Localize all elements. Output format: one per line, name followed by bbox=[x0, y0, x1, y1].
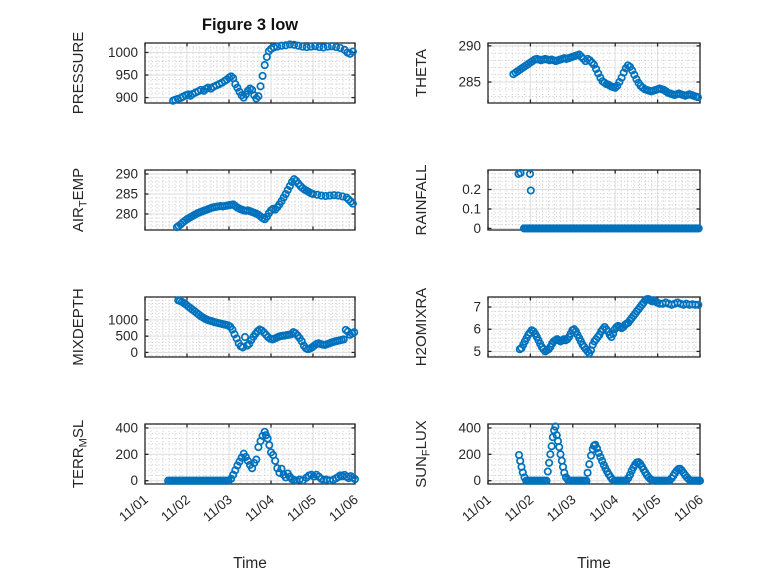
mixdepth-markers bbox=[174, 296, 359, 354]
xtick-label: 11/05 bbox=[284, 492, 319, 525]
pressure-ytick: 950 bbox=[115, 68, 138, 83]
air-temp-ytick: 280 bbox=[115, 207, 138, 222]
figure-title: Figure 3 low bbox=[202, 16, 298, 34]
h2omixra-ytick: 7 bbox=[473, 300, 481, 315]
rainfall-ylabel: RAINFALL bbox=[413, 165, 430, 236]
theta-markers bbox=[509, 50, 702, 102]
charts-root: 900 950 1000 PRESSURE 285 290 THETA 280 285 290 AI… bbox=[70, 32, 706, 572]
rainfall-markers bbox=[514, 168, 703, 233]
terr-msl-ytick: 200 bbox=[115, 447, 138, 462]
pressure-markers bbox=[169, 40, 357, 105]
rainfall-ytick: 0.1 bbox=[462, 201, 481, 216]
sun-flux-ytick: 0 bbox=[473, 473, 481, 488]
sun-flux-ytick: 400 bbox=[458, 420, 481, 435]
terr-msl-ytick: 0 bbox=[130, 473, 138, 488]
pressure-ytick: 1000 bbox=[108, 45, 138, 60]
xtick-label: 11/03 bbox=[200, 492, 235, 525]
subplot-pressure: 900 950 1000 PRESSURE bbox=[70, 32, 357, 115]
h2omixra-ytick: 6 bbox=[473, 322, 481, 337]
sun-flux-ylabel: SUNFLUX bbox=[413, 420, 433, 488]
xtick-label: 11/01 bbox=[459, 492, 494, 525]
subplot-rainfall: 0 0.1 0.2 RAINFALL bbox=[413, 165, 703, 236]
mixdepth-ytick: 0 bbox=[130, 345, 138, 360]
subplot-h2omixra: 5 6 7 H2OMIXRA bbox=[413, 288, 703, 366]
subplot-terr-msl: 0 200 400 TERRMSL 11/01 11/02 11/03 11/04 11/05 1… bbox=[70, 420, 361, 572]
h2omixra-ylabel: H2OMIXRA bbox=[413, 288, 430, 366]
mixdepth-ytick: 500 bbox=[115, 329, 138, 344]
mixdepth-ylabel: MIXDEPTH bbox=[70, 288, 87, 366]
pressure-ytick: 900 bbox=[115, 90, 138, 105]
rainfall-ytick: 0.2 bbox=[462, 182, 481, 197]
sun-flux-markers bbox=[514, 422, 705, 485]
xtick-label: 11/04 bbox=[242, 491, 277, 524]
sun-flux-ytick: 200 bbox=[458, 447, 481, 462]
xtick-label: 11/01 bbox=[116, 492, 151, 525]
time-axis-label: Time bbox=[577, 555, 611, 572]
theta-ytick: 290 bbox=[458, 38, 481, 53]
pressure-ylabel: PRESSURE bbox=[70, 32, 87, 115]
air-temp-markers bbox=[172, 175, 357, 232]
terr-msl-ytick: 400 bbox=[115, 420, 138, 435]
mixdepth-ytick: 1000 bbox=[108, 312, 138, 327]
xtick-label: 11/05 bbox=[629, 492, 664, 525]
h2omixra-ytick: 5 bbox=[473, 344, 481, 359]
terr-msl-ylabel: TERRMSL bbox=[70, 420, 90, 488]
time-axis-label: Time bbox=[233, 555, 267, 572]
theta-ylabel: THETA bbox=[413, 49, 430, 97]
air-temp-ytick: 290 bbox=[115, 167, 138, 182]
xtick-label: 11/02 bbox=[502, 492, 537, 525]
xtick-label: 11/02 bbox=[158, 492, 193, 525]
air-temp-ytick: 285 bbox=[115, 187, 138, 202]
theta-ytick: 285 bbox=[458, 75, 481, 90]
rainfall-ytick: 0 bbox=[473, 221, 481, 236]
xtick-label: 11/04 bbox=[586, 491, 621, 524]
subplot-theta: 285 290 THETA bbox=[413, 38, 702, 104]
xtick-label: 11/03 bbox=[544, 492, 579, 525]
terr-msl-markers bbox=[164, 427, 360, 485]
subplot-air-temp: 280 285 290 AIRTEMP bbox=[70, 167, 357, 232]
air-temp-ylabel: AIRTEMP bbox=[70, 168, 90, 232]
h2omixra-markers bbox=[515, 295, 703, 358]
subplot-sun-flux: 0 200 400 SUNFLUX 11/01 11/02 11/03 11/04 11/05 1… bbox=[413, 420, 706, 572]
xtick-label: 11/06 bbox=[326, 492, 361, 525]
xtick-label: 11/06 bbox=[671, 492, 706, 525]
